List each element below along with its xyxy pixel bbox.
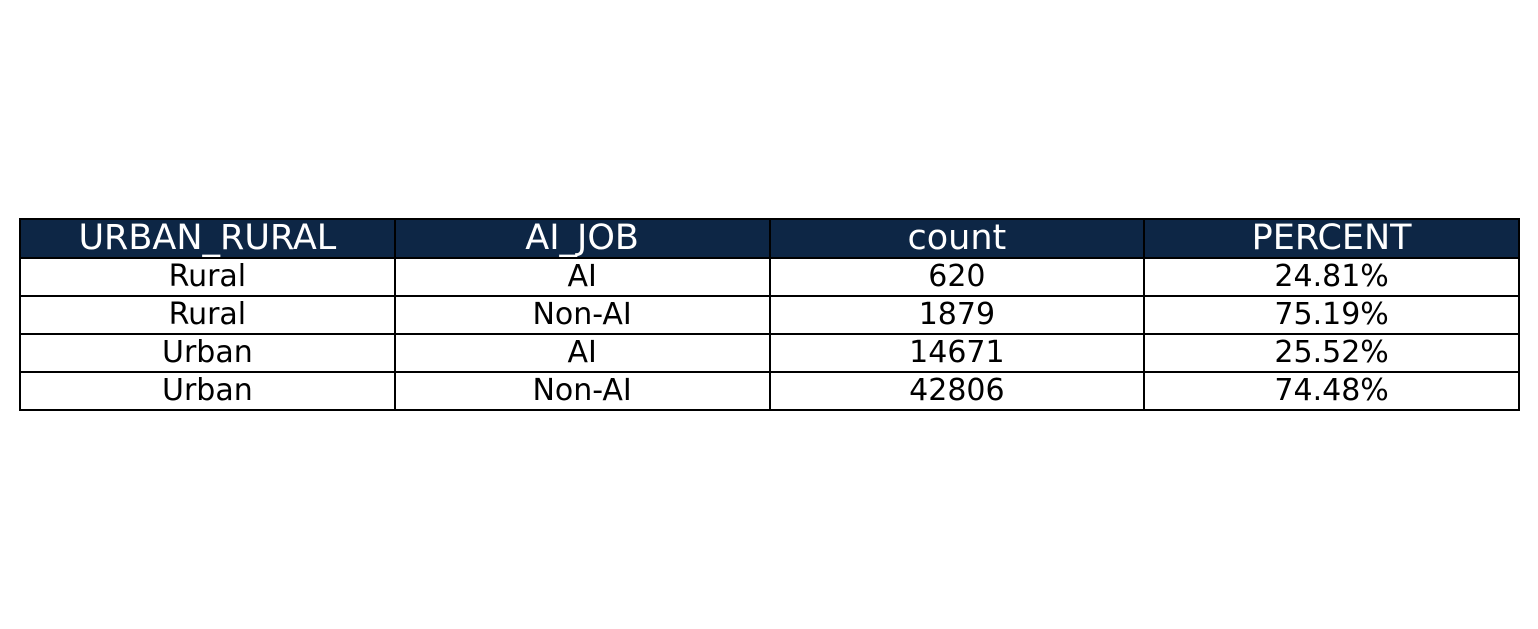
cell-ai-job: Non-AI xyxy=(393,371,771,411)
table-row: Rural AI 620 24.81% xyxy=(19,257,1520,297)
cell-count: 620 xyxy=(768,257,1146,297)
table-row: Rural Non-AI 1879 75.19% xyxy=(19,295,1520,335)
cell-urban-rural: Urban xyxy=(19,333,396,373)
cell-urban-rural: Rural xyxy=(19,257,396,297)
table-header-row: URBAN_RURAL AI_JOB count PERCENT xyxy=(19,218,1520,259)
data-table-container: URBAN_RURAL AI_JOB count PERCENT Rural A… xyxy=(19,218,1520,411)
cell-ai-job: AI xyxy=(393,333,771,373)
cell-percent: 25.52% xyxy=(1143,333,1520,373)
cell-urban-rural: Rural xyxy=(19,295,396,335)
cell-count: 1879 xyxy=(768,295,1146,335)
column-header-count: count xyxy=(768,218,1146,259)
column-header-ai-job: AI_JOB xyxy=(393,218,771,259)
column-header-percent: PERCENT xyxy=(1143,218,1520,259)
cell-count: 14671 xyxy=(768,333,1146,373)
cell-urban-rural: Urban xyxy=(19,371,396,411)
cell-percent: 74.48% xyxy=(1143,371,1520,411)
cell-count: 42806 xyxy=(768,371,1146,411)
cell-percent: 24.81% xyxy=(1143,257,1520,297)
cell-ai-job: Non-AI xyxy=(393,295,771,335)
column-header-urban-rural: URBAN_RURAL xyxy=(19,218,396,259)
data-table: URBAN_RURAL AI_JOB count PERCENT Rural A… xyxy=(19,218,1520,411)
cell-percent: 75.19% xyxy=(1143,295,1520,335)
table-row: Urban AI 14671 25.52% xyxy=(19,333,1520,373)
table-row: Urban Non-AI 42806 74.48% xyxy=(19,371,1520,411)
cell-ai-job: AI xyxy=(393,257,771,297)
